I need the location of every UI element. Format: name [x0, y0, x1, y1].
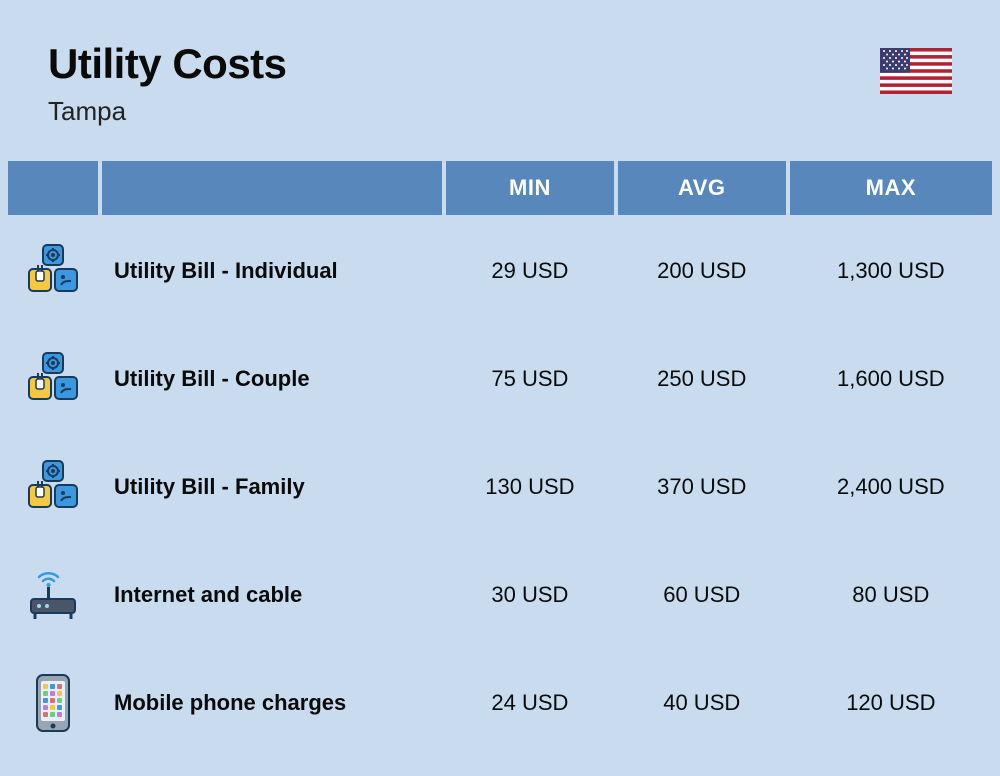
row-label: Mobile phone charges [102, 651, 442, 755]
row-label: Utility Bill - Family [102, 435, 442, 539]
table-row: Utility Bill - Couple 75 USD 250 USD 1,6… [8, 327, 992, 431]
cell-avg: 370 USD [618, 435, 786, 539]
cell-min: 29 USD [446, 219, 614, 323]
row-icon-cell [8, 219, 98, 323]
cell-max: 2,400 USD [790, 435, 992, 539]
costs-table: MIN AVG MAX Utility Bill - Individual 29… [0, 157, 1000, 759]
col-max: MAX [790, 161, 992, 215]
row-icon-cell [8, 327, 98, 431]
row-label: Internet and cable [102, 543, 442, 647]
utility-icon [8, 435, 98, 539]
cell-avg: 250 USD [618, 327, 786, 431]
table-row: Utility Bill - Individual 29 USD 200 USD… [8, 219, 992, 323]
cell-min: 24 USD [446, 651, 614, 755]
cell-min: 130 USD [446, 435, 614, 539]
col-min: MIN [446, 161, 614, 215]
page-subtitle: Tampa [48, 96, 287, 127]
header: Utility Costs Tampa [0, 0, 1000, 157]
table-body: Utility Bill - Individual 29 USD 200 USD… [8, 219, 992, 755]
page-title: Utility Costs [48, 40, 287, 88]
col-icon [8, 161, 98, 215]
utility-icon [8, 327, 98, 431]
cell-max: 1,600 USD [790, 327, 992, 431]
router-icon [8, 543, 98, 647]
row-label: Utility Bill - Individual [102, 219, 442, 323]
cell-avg: 60 USD [618, 543, 786, 647]
cell-avg: 40 USD [618, 651, 786, 755]
cell-max: 120 USD [790, 651, 992, 755]
table-row: Internet and cable 30 USD 60 USD 80 USD [8, 543, 992, 647]
phone-icon [8, 651, 98, 755]
col-label [102, 161, 442, 215]
cell-min: 30 USD [446, 543, 614, 647]
table-row: Mobile phone charges 24 USD 40 USD 120 U… [8, 651, 992, 755]
utility-icon [8, 219, 98, 323]
row-icon-cell [8, 435, 98, 539]
table-row: Utility Bill - Family 130 USD 370 USD 2,… [8, 435, 992, 539]
cell-max: 1,300 USD [790, 219, 992, 323]
header-row: MIN AVG MAX [8, 161, 992, 215]
row-icon-cell [8, 543, 98, 647]
cell-min: 75 USD [446, 327, 614, 431]
cell-avg: 200 USD [618, 219, 786, 323]
row-icon-cell [8, 651, 98, 755]
usa-flag-icon [880, 48, 952, 94]
title-block: Utility Costs Tampa [48, 40, 287, 127]
row-label: Utility Bill - Couple [102, 327, 442, 431]
cell-max: 80 USD [790, 543, 992, 647]
col-avg: AVG [618, 161, 786, 215]
